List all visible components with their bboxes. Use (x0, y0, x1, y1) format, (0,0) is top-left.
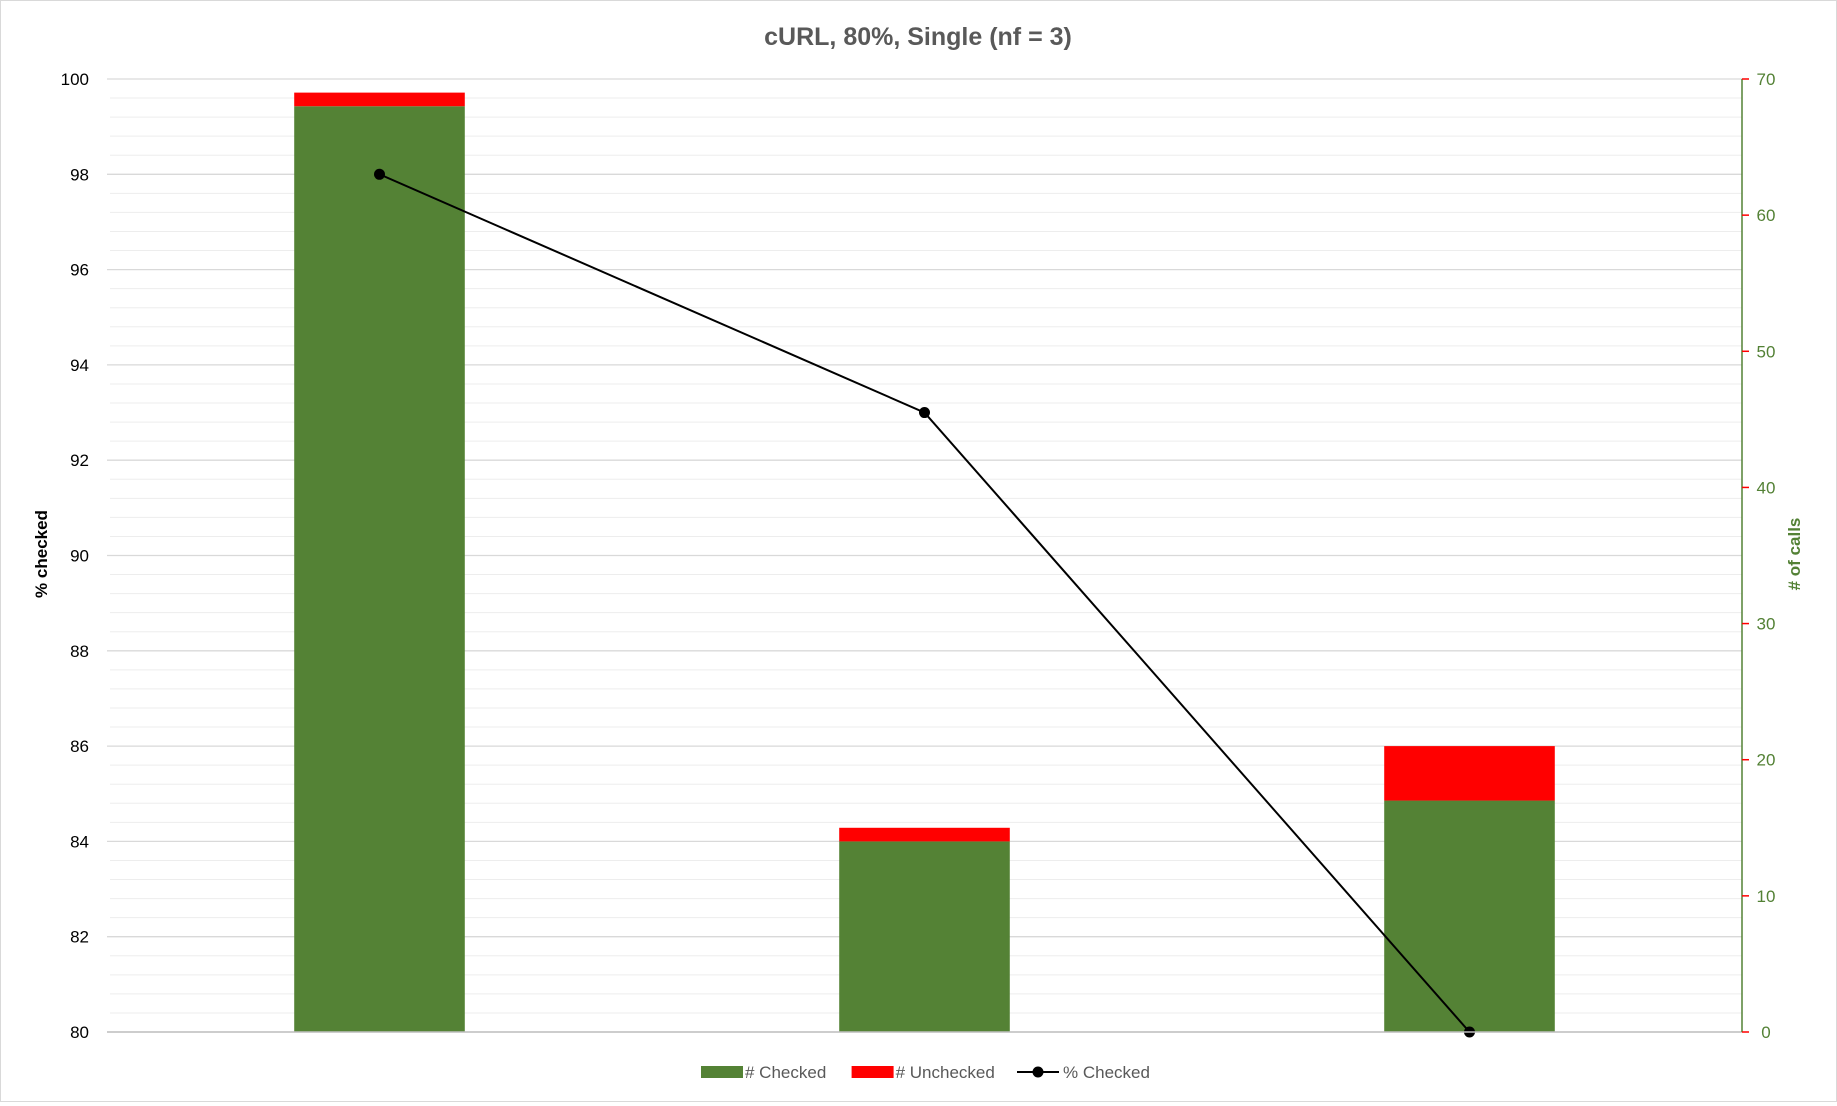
left-tick-label: 92 (70, 451, 89, 470)
bar-checked (294, 106, 465, 1032)
left-tick-label: 82 (70, 928, 89, 947)
bars (294, 92, 1555, 1032)
left-tick-label: 90 (70, 547, 89, 566)
left-tick-label: 86 (70, 737, 89, 756)
left-axis-ticks: 80 82 84 86 88 90 92 94 96 98 100 (61, 70, 89, 1042)
right-axis-title: # of calls (1785, 518, 1804, 591)
left-tick-label: 84 (70, 832, 89, 851)
bar-checked (839, 841, 1010, 1032)
left-tick-label: 88 (70, 642, 89, 661)
chart-title: cURL, 80%, Single (nf = 3) (764, 23, 1072, 51)
bar-unchecked (1384, 746, 1555, 801)
left-tick-label: 80 (70, 1023, 89, 1042)
right-axis-ticks: 0 10 20 30 40 50 60 70 (1742, 70, 1775, 1042)
bar-checked (1384, 800, 1555, 1032)
percent-checked-point (374, 168, 385, 180)
right-tick-label: 40 (1757, 478, 1776, 497)
legend-swatch (701, 1066, 743, 1078)
right-tick-label: 0 (1761, 1023, 1770, 1042)
left-tick-label: 94 (70, 356, 89, 375)
percent-checked-point (919, 407, 930, 419)
bar-unchecked (294, 92, 465, 107)
right-tick-label: 30 (1757, 615, 1776, 634)
legend-swatch (851, 1066, 894, 1078)
legend-label: % Checked (1063, 1063, 1150, 1082)
left-tick-label: 96 (70, 261, 89, 280)
legend-line-marker (1032, 1066, 1044, 1078)
left-axis-title: % checked (32, 510, 51, 598)
right-tick-label: 70 (1757, 70, 1776, 89)
right-tick-label: 50 (1757, 342, 1776, 361)
right-tick-label: 20 (1757, 751, 1776, 770)
legend-label: # Unchecked (896, 1063, 995, 1082)
legend: # Checked # Unchecked % Checked (701, 1063, 1150, 1082)
legend-label: # Checked (745, 1063, 826, 1082)
bar-unchecked (839, 827, 1010, 842)
axes (107, 79, 1743, 1033)
left-tick-label: 100 (61, 70, 89, 89)
right-tick-label: 60 (1757, 206, 1776, 225)
left-tick-label: 98 (70, 165, 89, 184)
right-tick-label: 10 (1757, 887, 1776, 906)
